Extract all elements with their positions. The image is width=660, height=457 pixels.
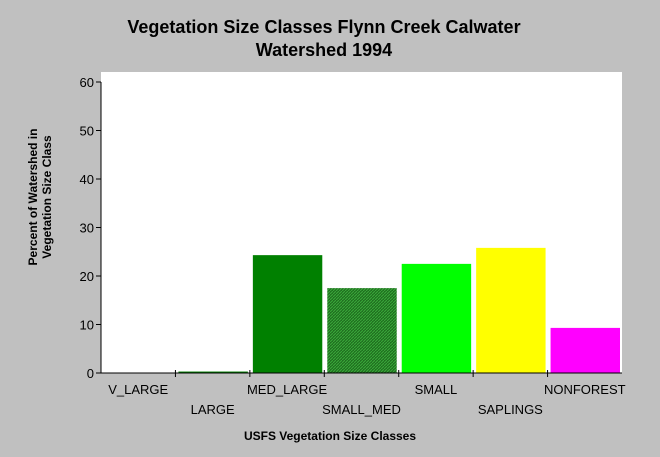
x-category-label: SMALL [415, 382, 458, 397]
bar-small-med [327, 288, 397, 373]
x-axis-title: USFS Vegetation Size Classes [244, 429, 416, 443]
y-tick-label: 60 [80, 75, 94, 90]
y-tick-label: 30 [80, 221, 94, 236]
x-category-label: SAPLINGS [478, 402, 543, 417]
x-category-label: SMALL_MED [322, 402, 401, 417]
y-axis-title-line2: Vegetation Size Class [40, 135, 54, 259]
x-category-label: MED_LARGE [247, 382, 328, 397]
y-axis-title-line1: Percent of Watershed in [26, 129, 40, 266]
axes-group: 0 10 20 30 40 50 60 V_LARGE LARGE MED_LARGE SMALL_… [80, 75, 626, 417]
x-category-label: LARGE [191, 402, 235, 417]
chart-title-line2: Watershed 1994 [256, 40, 392, 60]
bar-med-large [252, 255, 323, 373]
bar-nonforest [550, 327, 620, 373]
bar-saplings [476, 247, 546, 373]
y-tick-label: 50 [80, 124, 94, 139]
y-tick-label: 20 [80, 269, 94, 284]
y-tick-label: 40 [80, 172, 94, 187]
x-category-label: NONFOREST [544, 382, 626, 397]
bar-small [401, 263, 472, 373]
bar-large [178, 371, 248, 373]
bars-group [178, 247, 620, 373]
x-category-label: V_LARGE [108, 382, 168, 397]
chart-title-line1: Vegetation Size Classes Flynn Creek Calw… [127, 17, 520, 37]
y-tick-label: 10 [80, 318, 94, 333]
y-tick-label: 0 [87, 366, 94, 381]
